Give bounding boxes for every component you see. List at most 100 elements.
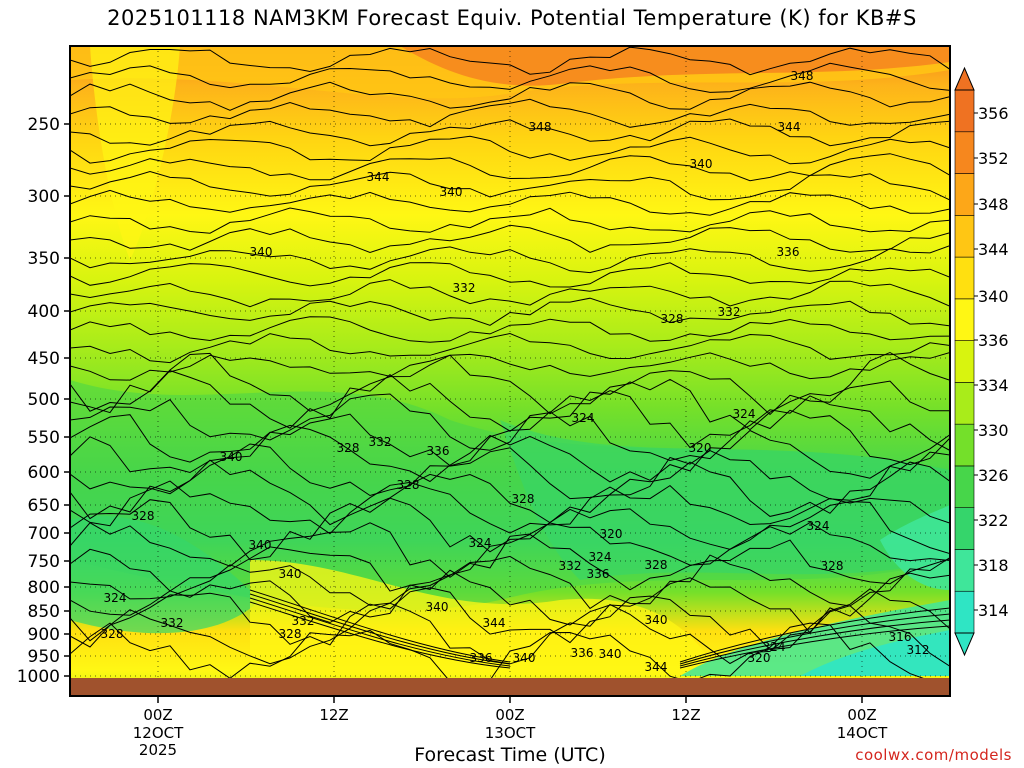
x-tick-date: 14OCT [837, 724, 888, 742]
y-tick-label: 850 [28, 602, 60, 622]
contour-label: 332 [718, 305, 741, 319]
colorbar-segment [954, 465, 975, 508]
contour-label: 340 [249, 538, 272, 552]
colorbar-label: 334 [978, 376, 1009, 395]
colorbar-segment [954, 256, 975, 300]
x-tick-hour: 12Z [671, 706, 700, 724]
y-tick-label: 800 [28, 578, 60, 598]
contour-label: 332 [559, 559, 582, 573]
contour-label: 320 [748, 651, 771, 665]
y-tick-label: 550 [28, 428, 60, 448]
colorbar-segment [954, 131, 975, 174]
contour-label: 340 [426, 600, 449, 614]
contour-label: 340 [220, 450, 243, 464]
contour-label: 328 [101, 627, 124, 641]
colorbar-segment [954, 298, 975, 341]
chart-title: 2025101118 NAM3KM Forecast Equiv. Potent… [107, 6, 917, 30]
y-tick-label: 1000 [17, 667, 60, 687]
colorbar-segment [954, 215, 975, 258]
colorbar-label: 326 [978, 466, 1009, 485]
contour-label: 332 [369, 435, 392, 449]
x-tick-hour: 00Z [847, 706, 876, 724]
y-tick-label: 750 [28, 552, 60, 572]
contour-label: 324 [733, 407, 756, 421]
colorbar-segment [954, 590, 975, 634]
x-tick-year: 2025 [139, 741, 177, 759]
contour-label: 332 [453, 281, 476, 295]
contour-label: 328 [645, 558, 668, 572]
colorbar-label: 352 [978, 149, 1009, 168]
y-tick-label: 900 [28, 625, 60, 645]
contour-label: 336 [427, 444, 450, 458]
x-tick-date: 12OCT [133, 724, 184, 742]
contour-label: 316 [889, 630, 912, 644]
contour-label: 336 [470, 651, 493, 665]
y-tick-label: 700 [28, 524, 60, 544]
colorbar-label: 336 [978, 331, 1009, 350]
contour-label: 340 [645, 613, 668, 627]
y-tick-label: 500 [28, 390, 60, 410]
contour-label: 340 [250, 245, 273, 259]
contour-label: 340 [513, 651, 536, 665]
contour-label: 328 [512, 492, 535, 506]
contour-label: 324 [104, 591, 127, 605]
colorbar-segment [954, 382, 975, 425]
contour-label: 320 [689, 441, 712, 455]
contour-label: 344 [367, 170, 390, 184]
ground-bar [70, 678, 950, 696]
colorbar-segment [954, 340, 975, 383]
colorbar-segment [954, 173, 975, 216]
contour-label: 344 [778, 120, 801, 134]
colorbar-top-arrow [954, 66, 975, 91]
contour-label: 332 [161, 616, 184, 630]
contour-label: 340 [440, 185, 463, 199]
contour-label: 340 [690, 157, 713, 171]
colorbar-segment [954, 423, 975, 467]
contour-label: 348 [529, 120, 552, 134]
x-tick-hour: 00Z [495, 706, 524, 724]
colorbar-segment [954, 549, 975, 592]
contour-label: 336 [587, 567, 610, 581]
contour-label: 328 [337, 441, 360, 455]
contour-label: 312 [907, 643, 930, 657]
colorbar-segment [954, 89, 975, 133]
y-tick-label: 450 [28, 349, 60, 369]
contour-label: 328 [661, 312, 684, 326]
colorbar-label: 348 [978, 195, 1009, 214]
colorbar-bottom-arrow [954, 632, 975, 657]
x-axis-title: Forecast Time (UTC) [414, 744, 606, 766]
y-tick-label: 350 [28, 249, 60, 269]
contour-label: 332 [292, 614, 315, 628]
colorbar-label: 322 [978, 511, 1009, 530]
colorbar-label: 340 [978, 287, 1009, 306]
colorbar-label: 314 [978, 601, 1009, 620]
y-tick-label: 400 [28, 302, 60, 322]
contour-label: 324 [589, 550, 612, 564]
contour-label: 344 [483, 616, 506, 630]
y-tick-label: 600 [28, 463, 60, 483]
x-tick-date: 13OCT [485, 724, 536, 742]
colorbar-label: 356 [978, 104, 1009, 123]
contour-label: 340 [599, 647, 622, 661]
contour-label: 324 [469, 536, 492, 550]
credit-text: coolwx.com/models [855, 746, 1012, 764]
contour-label: 348 [791, 69, 814, 83]
colorbar: 356 352 348 344 340 336 334 330 326 322 318 314 [954, 66, 1009, 657]
contour-label: 336 [777, 245, 800, 259]
y-tick-label: 250 [28, 115, 60, 135]
contour-label: 328 [821, 559, 844, 573]
contour-label: 324 [763, 640, 786, 654]
colorbar-label: 330 [978, 421, 1009, 440]
x-tick-hour: 12Z [319, 706, 348, 724]
y-axis: 250 300 350 400 450 500 550 600 650 700 750 800 850 9… [17, 115, 70, 687]
contour-label: 320 [600, 527, 623, 541]
colorbar-label: 318 [978, 556, 1009, 575]
contour-label: 328 [279, 627, 302, 641]
y-tick-label: 300 [28, 187, 60, 207]
contour-label: 336 [571, 646, 594, 660]
x-tick-hour: 00Z [143, 706, 172, 724]
contour-label: 324 [572, 411, 595, 425]
